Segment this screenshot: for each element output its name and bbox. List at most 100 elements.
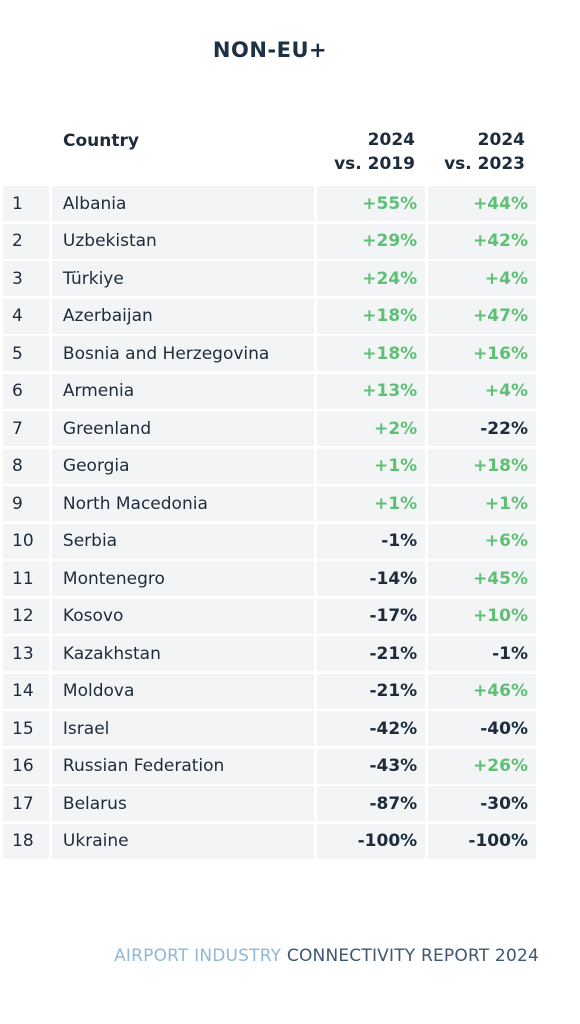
- country-cell: Israel: [51, 711, 315, 746]
- table-row: 13 Kazakhstan -21% -1%: [3, 636, 536, 671]
- vs-2023-cell: +4%: [428, 261, 536, 296]
- table-row: 2 Uzbekistan +29% +42%: [3, 223, 536, 259]
- vs-2019-cell: +18%: [317, 298, 426, 334]
- rank-cell: 4: [3, 298, 49, 334]
- country-cell: Uzbekistan: [51, 223, 315, 259]
- column-header-country: Country: [63, 131, 139, 151]
- footer-light-text: AIRPORT INDUSTRY: [114, 946, 282, 966]
- vs-2019-cell: -42%: [317, 711, 426, 746]
- connectivity-table: Country 2024 vs. 2019 2024 vs. 2023 1 Alb…: [3, 128, 536, 861]
- country-cell: Moldova: [51, 673, 315, 709]
- vs-2019-cell: -100%: [317, 823, 426, 859]
- vs-2023-cell: -30%: [428, 786, 536, 821]
- vs-2019-cell: -43%: [317, 748, 426, 784]
- vs-2023-cell: +45%: [428, 561, 536, 596]
- vs-2023-cell: +44%: [428, 186, 536, 221]
- vs-2019-cell: +18%: [317, 336, 426, 371]
- country-cell: Albania: [51, 186, 315, 221]
- footer-dark-text: CONNECTIVITY REPORT 2024: [286, 946, 539, 966]
- table-row: 10 Serbia -1% +6%: [3, 523, 536, 559]
- rank-cell: 15: [3, 711, 49, 746]
- rank-cell: 6: [3, 373, 49, 409]
- country-cell: Russian Federation: [51, 748, 315, 784]
- table-row: 14 Moldova -21% +46%: [3, 673, 536, 709]
- country-cell: Türkiye: [51, 261, 315, 296]
- table-row: 8 Georgia +1% +18%: [3, 448, 536, 484]
- table-row: 6 Armenia +13% +4%: [3, 373, 536, 409]
- country-cell: Montenegro: [51, 561, 315, 596]
- rank-cell: 14: [3, 673, 49, 709]
- table-body: 1 Albania +55% +44% 2 Uzbekistan +29% +42% 3 Türk…: [3, 186, 536, 859]
- rank-cell: 8: [3, 448, 49, 484]
- country-cell: North Macedonia: [51, 486, 315, 521]
- column-header-vs-2019: 2024 vs. 2019: [334, 130, 415, 174]
- rank-cell: 1: [3, 186, 49, 221]
- vs-2023-cell: -40%: [428, 711, 536, 746]
- country-cell: Kosovo: [51, 598, 315, 634]
- country-cell: Ukraine: [51, 823, 315, 859]
- country-cell: Serbia: [51, 523, 315, 559]
- vs-2019-cell: +2%: [317, 411, 426, 446]
- table-row: 1 Albania +55% +44%: [3, 186, 536, 221]
- rank-cell: 9: [3, 486, 49, 521]
- vs-2019-cell: +13%: [317, 373, 426, 409]
- rank-cell: 16: [3, 748, 49, 784]
- vs-2019-cell: +29%: [317, 223, 426, 259]
- vs-2019-cell: +1%: [317, 486, 426, 521]
- rank-cell: 7: [3, 411, 49, 446]
- vs-2019-cell: +55%: [317, 186, 426, 221]
- vs-2019-cell: -87%: [317, 786, 426, 821]
- vs-2019-cell: -1%: [317, 523, 426, 559]
- vs-2023-cell: +42%: [428, 223, 536, 259]
- country-cell: Kazakhstan: [51, 636, 315, 671]
- table-row: 15 Israel -42% -40%: [3, 711, 536, 746]
- country-cell: Azerbaijan: [51, 298, 315, 334]
- vs-2023-cell: -1%: [428, 636, 536, 671]
- country-cell: Georgia: [51, 448, 315, 484]
- table-row: 11 Montenegro -14% +45%: [3, 561, 536, 596]
- page-title: NON-EU+: [212, 38, 328, 62]
- rank-cell: 17: [3, 786, 49, 821]
- rank-cell: 12: [3, 598, 49, 634]
- vs-2019-cell: -14%: [317, 561, 426, 596]
- vs-2019-cell: +1%: [317, 448, 426, 484]
- rank-cell: 2: [3, 223, 49, 259]
- rank-cell: 18: [3, 823, 49, 859]
- vs-2023-cell: +47%: [428, 298, 536, 334]
- column-header-vs-2023: 2024 vs. 2023: [444, 130, 525, 174]
- table-row: 7 Greenland +2% -22%: [3, 411, 536, 446]
- rank-cell: 13: [3, 636, 49, 671]
- rank-cell: 3: [3, 261, 49, 296]
- vs-2023-cell: +1%: [428, 486, 536, 521]
- table-row: 17 Belarus -87% -30%: [3, 786, 536, 821]
- vs-2023-cell: +4%: [428, 373, 536, 409]
- table-row: 4 Azerbaijan +18% +47%: [3, 298, 536, 334]
- country-cell: Greenland: [51, 411, 315, 446]
- table-row: 3 Türkiye +24% +4%: [3, 261, 536, 296]
- rank-cell: 11: [3, 561, 49, 596]
- country-cell: Armenia: [51, 373, 315, 409]
- table-header: Country 2024 vs. 2019 2024 vs. 2023: [3, 128, 536, 184]
- table-row: 18 Ukraine -100% -100%: [3, 823, 536, 859]
- vs-2023-cell: +10%: [428, 598, 536, 634]
- country-cell: Bosnia and Herzegovina: [51, 336, 315, 371]
- vs-2023-cell: -100%: [428, 823, 536, 859]
- vs-2023-cell: -22%: [428, 411, 536, 446]
- report-footer: AIRPORT INDUSTRY CONNECTIVITY REPORT 202…: [114, 946, 539, 966]
- table-row: 5 Bosnia and Herzegovina +18% +16%: [3, 336, 536, 371]
- table-row: 12 Kosovo -17% +10%: [3, 598, 536, 634]
- vs-2019-cell: -21%: [317, 673, 426, 709]
- vs-2023-cell: +18%: [428, 448, 536, 484]
- vs-2023-cell: +46%: [428, 673, 536, 709]
- table-row: 16 Russian Federation -43% +26%: [3, 748, 536, 784]
- table-row: 9 North Macedonia +1% +1%: [3, 486, 536, 521]
- vs-2023-cell: +16%: [428, 336, 536, 371]
- rank-cell: 10: [3, 523, 49, 559]
- vs-2019-cell: +24%: [317, 261, 426, 296]
- vs-2023-cell: +26%: [428, 748, 536, 784]
- country-cell: Belarus: [51, 786, 315, 821]
- vs-2019-cell: -17%: [317, 598, 426, 634]
- vs-2019-cell: -21%: [317, 636, 426, 671]
- rank-cell: 5: [3, 336, 49, 371]
- vs-2023-cell: +6%: [428, 523, 536, 559]
